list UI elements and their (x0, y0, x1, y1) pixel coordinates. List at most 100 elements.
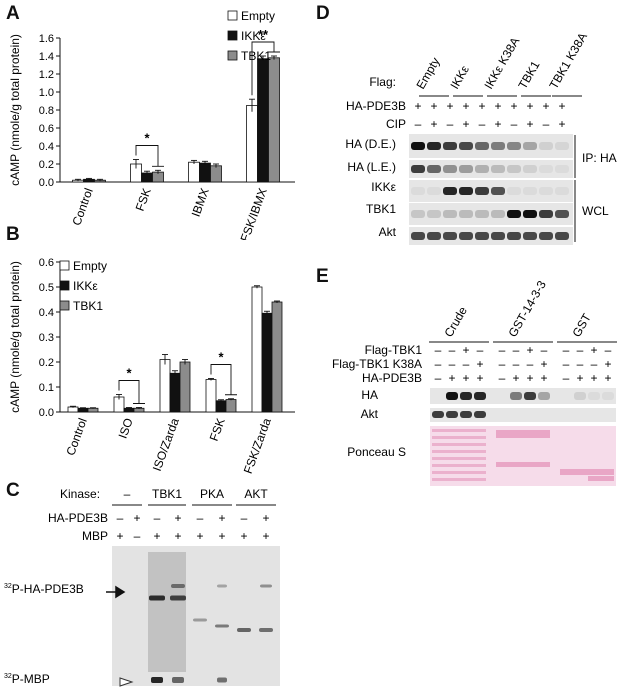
band (443, 187, 457, 195)
kinase-tbk1: TBK1 (152, 487, 182, 501)
sign-cip: – (447, 117, 454, 131)
band (459, 232, 473, 240)
panel-a-label: A (6, 3, 20, 24)
band (427, 187, 441, 195)
band (539, 187, 553, 195)
y-tick-label: 0.3 (39, 332, 54, 344)
bar (225, 399, 237, 413)
x-tick-label: IBMX (189, 186, 212, 218)
sign: – (513, 343, 520, 357)
x-tick-label: FSK (207, 416, 228, 443)
sign: – (435, 357, 442, 371)
sign-mbp: + (196, 529, 203, 543)
band (491, 187, 505, 195)
y-tick-label: 0.2 (39, 357, 54, 369)
band (459, 165, 473, 173)
ponceau-band (432, 450, 486, 453)
sign: – (499, 357, 506, 371)
sign: – (449, 357, 456, 371)
blot-label-tbk1: TBK1 (366, 202, 396, 216)
row-label-ha-pde3b: HA-PDE3B (48, 511, 108, 525)
y-tick-label: 0.0 (39, 177, 54, 189)
sign: – (499, 371, 506, 385)
legend-swatch (59, 300, 70, 311)
arrow-filled-icon (106, 585, 126, 599)
sign-ha-pde3b: + (478, 99, 485, 113)
panel-e-label: E (316, 266, 329, 287)
chart-b: 0.0 0.1 0.2 0.3 0.4 0.5 0.6 cAMP (nmole/g total… (8, 257, 295, 476)
band (172, 677, 184, 683)
legend-label: TBK1 (73, 299, 103, 313)
blot-label-akt-d: Akt (379, 225, 397, 239)
legend-label: IKKε (73, 279, 98, 293)
band (411, 165, 425, 173)
band (539, 210, 553, 218)
y-tick-label: 0.0 (39, 407, 54, 419)
bar (205, 379, 217, 413)
band (171, 584, 185, 588)
band-label-pde3b: 32P-HA-PDE3B (4, 582, 84, 596)
sign-cip: + (558, 117, 565, 131)
band (507, 232, 521, 240)
sign: + (604, 357, 611, 371)
band (574, 392, 586, 400)
sign: + (512, 371, 519, 385)
significance-bracket (251, 41, 280, 96)
y-tick-label: 1.4 (39, 51, 54, 63)
sign: – (499, 343, 506, 357)
sign-ha-pde3b: + (494, 99, 501, 113)
ponceau-band (560, 469, 614, 475)
legend-swatch (59, 260, 70, 271)
band (539, 232, 553, 240)
significance-bracket (118, 380, 145, 404)
legend-label: IKKε (241, 29, 266, 43)
band (411, 210, 425, 218)
sign-ha-pde3b: + (526, 99, 533, 113)
sign-ha-pde3b: – (241, 511, 248, 525)
flag-label: Flag: (369, 75, 396, 89)
row-label: Flag-TBK1 (365, 343, 423, 357)
sign-mbp: – (134, 529, 141, 543)
band (443, 165, 457, 173)
ponceau-band (432, 471, 486, 474)
sign-mbp: + (218, 529, 225, 543)
kinase-pka: PKA (200, 487, 224, 501)
band (443, 232, 457, 240)
band (524, 392, 536, 400)
band (446, 411, 458, 418)
bar (159, 359, 171, 413)
sign-ha-pde3b: + (462, 99, 469, 113)
band (170, 595, 186, 601)
sign: + (590, 343, 597, 357)
sign: + (476, 371, 483, 385)
band (475, 165, 489, 173)
legend-label: TBK1 (241, 49, 271, 63)
bar (246, 105, 258, 183)
ponceau-band (432, 443, 486, 446)
sign: – (563, 371, 570, 385)
sign-ha-pde3b: + (262, 511, 269, 525)
band (459, 210, 473, 218)
side-label-ip: IP: HA (582, 151, 617, 165)
band (539, 165, 553, 173)
band (427, 232, 441, 240)
sign-cip: + (462, 117, 469, 131)
blot-label-ha-de: HA (D.E.) (345, 137, 396, 151)
sign: – (577, 357, 584, 371)
ponceau-band (432, 464, 486, 467)
panel-d-label: D (316, 3, 330, 24)
bar (257, 58, 269, 183)
sign-cip: – (511, 117, 518, 131)
panel-c-bands (148, 552, 273, 683)
band (193, 618, 207, 622)
band (446, 392, 458, 400)
bar (179, 361, 191, 413)
band (474, 392, 486, 400)
band (432, 411, 444, 418)
blot-strip (409, 160, 573, 178)
sign-ha-pde3b: + (558, 99, 565, 113)
sign-mbp: + (153, 529, 160, 543)
band-label-mbp: 32P-MBP (4, 672, 50, 686)
